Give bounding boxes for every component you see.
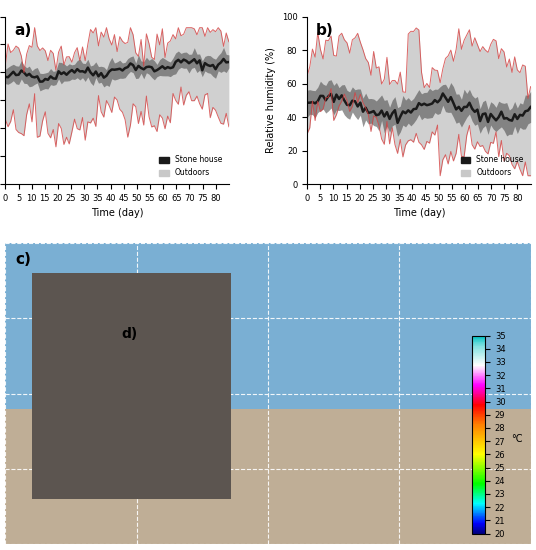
Text: c): c) — [16, 252, 32, 267]
Y-axis label: °C: °C — [511, 434, 523, 444]
Y-axis label: Relative humidity (%): Relative humidity (%) — [266, 47, 276, 153]
Legend: Stone house, Outdoors: Stone house, Outdoors — [157, 152, 225, 180]
Text: a): a) — [14, 23, 32, 38]
Bar — [32, 273, 231, 499]
X-axis label: Time (day): Time (day) — [393, 208, 445, 218]
X-axis label: Time (day): Time (day) — [91, 208, 143, 218]
Text: b): b) — [316, 23, 334, 38]
Bar — [5, 409, 531, 544]
Legend: Stone house, Outdoors: Stone house, Outdoors — [458, 152, 527, 180]
Text: d): d) — [121, 327, 137, 341]
